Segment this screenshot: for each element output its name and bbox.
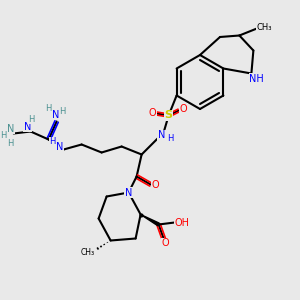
Polygon shape: [141, 214, 159, 226]
Text: N: N: [158, 130, 165, 140]
Text: H: H: [50, 137, 56, 146]
Text: N: N: [7, 124, 14, 134]
Text: O: O: [162, 238, 170, 248]
Text: H: H: [59, 107, 66, 116]
Text: H: H: [0, 131, 7, 140]
Text: O: O: [180, 103, 188, 113]
Text: N: N: [56, 142, 63, 152]
Text: N: N: [125, 188, 132, 197]
Text: N: N: [52, 110, 59, 119]
Text: NH: NH: [249, 74, 264, 83]
Text: H: H: [45, 104, 52, 113]
Text: H: H: [28, 115, 35, 124]
Text: N: N: [24, 122, 31, 131]
Text: OH: OH: [174, 218, 189, 227]
Text: O: O: [152, 179, 159, 190]
Text: O: O: [149, 109, 156, 118]
Text: CH₃: CH₃: [81, 248, 95, 257]
Text: CH₃: CH₃: [256, 23, 272, 32]
Text: H: H: [8, 139, 14, 148]
Text: H: H: [167, 134, 174, 143]
Text: S: S: [165, 110, 172, 121]
